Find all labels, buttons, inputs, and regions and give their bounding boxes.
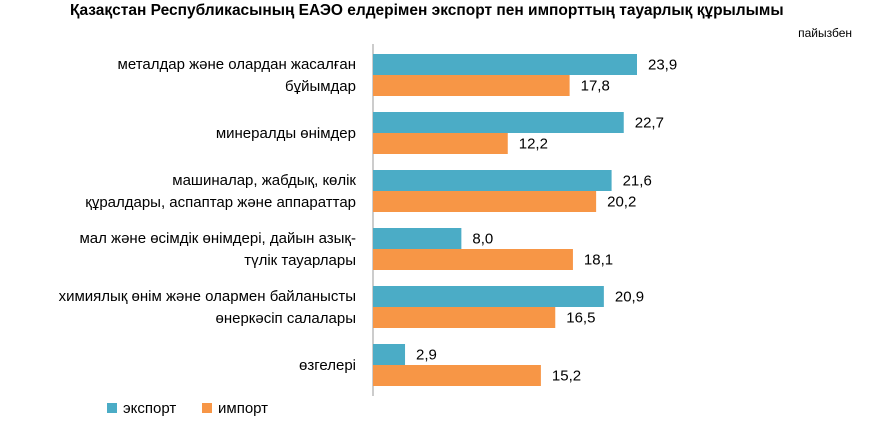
bar-импорт bbox=[373, 191, 597, 212]
chart-title: Қазақстан Республикасының ЕАЭО елдерімен… bbox=[70, 2, 784, 19]
legend-label: импорт bbox=[218, 400, 268, 417]
legend-swatch-экспорт bbox=[107, 403, 117, 413]
data-label: 20,9 bbox=[615, 289, 644, 306]
category-label: өнеркәсіп салалары bbox=[216, 310, 357, 327]
bar-экспорт bbox=[373, 112, 624, 133]
data-label: 23,9 bbox=[648, 57, 677, 74]
chart-unit-label: пайызбен bbox=[798, 26, 852, 40]
category-label: машиналар, жабдық, көлік bbox=[172, 172, 356, 189]
category-label: минералды өнімдер bbox=[216, 125, 356, 142]
bar-экспорт bbox=[373, 170, 612, 191]
category-label: химиялық өнім және олармен байланысты bbox=[59, 288, 356, 305]
bar-импорт bbox=[373, 75, 570, 96]
bar-экспорт bbox=[373, 344, 406, 365]
data-label: 22,7 bbox=[635, 115, 664, 132]
category-label: мал және өсімдік өнімдері, дайын азық- bbox=[79, 230, 356, 247]
category-label: өзгелері bbox=[299, 357, 356, 374]
bar-импорт bbox=[373, 133, 508, 154]
legend-label: экспорт bbox=[123, 400, 176, 417]
category-label: түлік тауарлары bbox=[244, 252, 356, 269]
data-label: 2,9 bbox=[416, 347, 437, 364]
category-label: құралдары, аспаптар және аппараттар bbox=[85, 194, 356, 211]
data-label: 8,0 bbox=[472, 231, 493, 248]
data-label: 16,5 bbox=[566, 310, 595, 327]
bar-экспорт bbox=[373, 228, 462, 249]
bar-импорт bbox=[373, 249, 573, 270]
data-label: 18,1 bbox=[584, 252, 613, 269]
data-label: 12,2 bbox=[519, 136, 548, 153]
data-label: 15,2 bbox=[552, 368, 581, 385]
bar-экспорт bbox=[373, 286, 604, 307]
data-label: 21,6 bbox=[623, 173, 652, 190]
data-label: 20,2 bbox=[607, 194, 636, 211]
bar-импорт bbox=[373, 307, 556, 328]
category-label: металдар және олардан жасалған bbox=[118, 56, 356, 73]
legend-swatch-импорт bbox=[202, 403, 212, 413]
data-label: 17,8 bbox=[581, 78, 610, 95]
bar-импорт bbox=[373, 365, 541, 386]
category-label: бұйымдар bbox=[285, 78, 356, 95]
bar-экспорт bbox=[373, 54, 637, 75]
